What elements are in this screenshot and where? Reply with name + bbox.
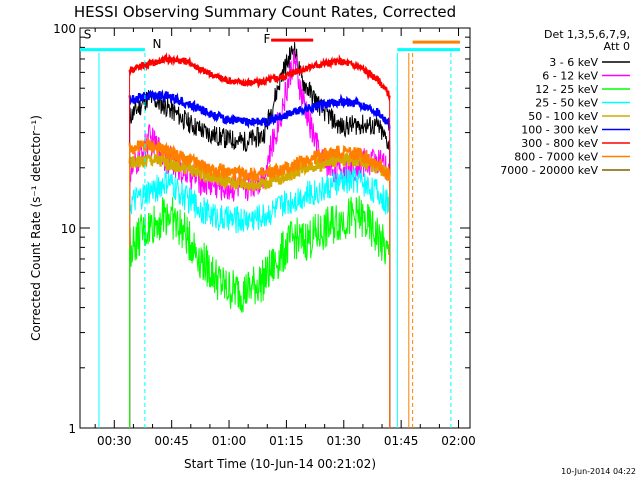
x-tick-label-1: 00:45 <box>154 434 189 448</box>
series-line-7 <box>128 136 391 186</box>
legend-label-6: 300 - 800 keV <box>521 137 598 150</box>
annotation-s: S <box>84 27 92 41</box>
series-line-2 <box>129 195 391 313</box>
x-tick-label-3: 01:15 <box>269 434 304 448</box>
series-line-5 <box>128 89 391 132</box>
x-axis: 00:30 00:45 01:00 01:15 01:30 01:45 02:00 Star… <box>94 28 476 471</box>
x-ticks: 00:30 00:45 01:00 01:15 01:30 01:45 02:00 <box>94 28 476 448</box>
legend-label-1: 6 - 12 keV <box>542 70 598 83</box>
annotation-n: N <box>153 37 162 51</box>
y-tick-label-0: 1 <box>68 422 76 436</box>
x-tick-label-6: 02:00 <box>441 434 476 448</box>
legend-label-0: 3 - 6 keV <box>549 56 598 69</box>
legend-label-4: 50 - 100 keV <box>528 110 598 123</box>
x-tick-label-0: 00:30 <box>97 434 132 448</box>
x-tick-label-5: 01:45 <box>384 434 419 448</box>
series-line-0 <box>129 42 391 152</box>
legend-header-line1: Det 1,3,5,6,7,9, <box>544 28 630 41</box>
x-tick-label-2: 01:00 <box>212 434 247 448</box>
series-line-6 <box>128 52 391 102</box>
y-ticks: 1 10 100 <box>53 22 470 436</box>
legend-label-3: 25 - 50 keV <box>535 97 598 110</box>
annotation-f: F <box>263 32 270 46</box>
series-line-3 <box>129 167 391 234</box>
y-tick-label-1: 10 <box>61 222 76 236</box>
chart-title: HESSI Observing Summary Count Rates, Cor… <box>74 3 456 21</box>
legend-header-line2: Att 0 <box>604 40 630 53</box>
x-axis-label: Start Time (10-Jun-14 00:21:02) <box>184 457 376 471</box>
plot-area <box>79 27 471 429</box>
footer-timestamp: 10-Jun-2014 04:22 <box>561 467 636 476</box>
y-tick-label-2: 100 <box>53 22 76 36</box>
series-line-4 <box>128 150 391 192</box>
y-axis-label: Corrected Count Rate (s⁻¹ detector⁻¹) <box>29 115 43 341</box>
legend-label-5: 100 - 300 keV <box>521 124 598 137</box>
legend-label-7: 800 - 7000 keV <box>514 151 598 164</box>
legend-label-2: 12 - 25 keV <box>535 83 598 96</box>
legend-label-8: 7000 - 20000 keV <box>500 164 598 177</box>
x-tick-label-4: 01:30 <box>326 434 361 448</box>
y-axis: 1 10 100 Corrected Count Rate (s⁻¹ detecto… <box>29 22 470 436</box>
overlay-layer: SN F <box>80 27 460 428</box>
